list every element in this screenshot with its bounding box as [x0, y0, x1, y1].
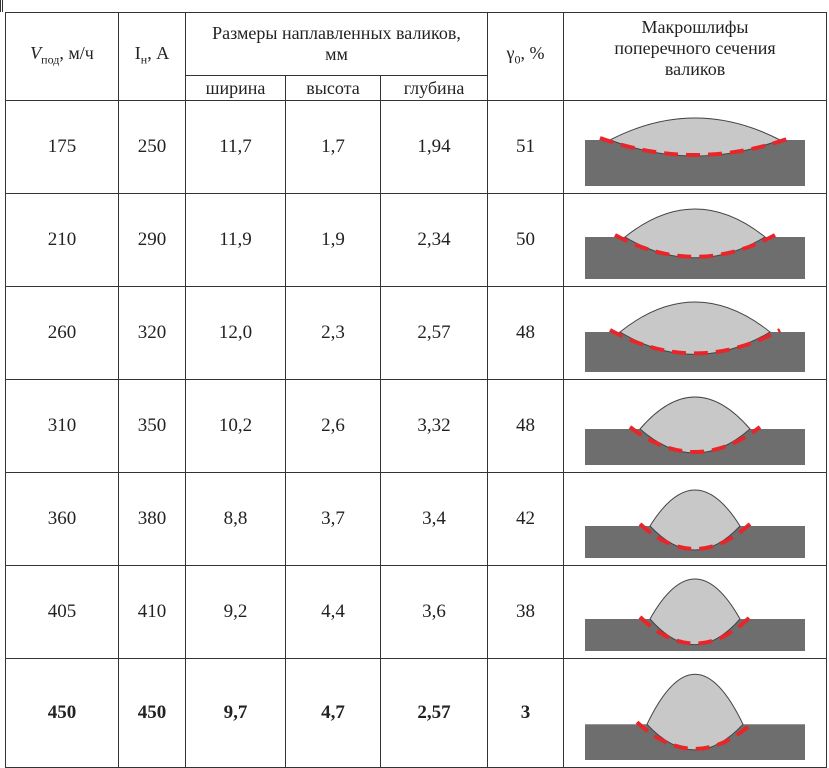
table-cell: 310	[6, 380, 119, 473]
table-cell: 2,34	[381, 194, 488, 287]
unit: , А	[147, 43, 169, 63]
table-cell: 250	[119, 101, 186, 194]
table-cell: 1,9	[286, 194, 381, 287]
header-row: Vпод, м/ч Iн, А Размеры наплавленных вал…	[6, 13, 827, 76]
subheader-cell: глубина	[381, 76, 488, 101]
table-cell: 11,7	[186, 101, 286, 194]
table-cell: 3,4	[381, 473, 488, 566]
table-cell: 2,3	[286, 287, 381, 380]
header-cell: Размеры наплавленных валиков, мм	[186, 13, 488, 76]
table-cell: 1,7	[286, 101, 381, 194]
symbol: γ	[507, 43, 515, 63]
table-cell: 50	[488, 194, 564, 287]
table-cell: 1,94	[381, 101, 488, 194]
table-cell: 3,32	[381, 380, 488, 473]
macrosection	[585, 474, 805, 558]
macrosection	[585, 102, 805, 186]
subheader-cell: высота	[286, 76, 381, 101]
macrosection	[585, 567, 805, 651]
image-cell	[564, 659, 827, 768]
table-cell: 360	[6, 473, 119, 566]
table-cell: 3,6	[381, 566, 488, 659]
data-table: Vпод, м/ч Iн, А Размеры наплавленных вал…	[5, 12, 827, 768]
table-cell: 260	[6, 287, 119, 380]
table-cell: 2,57	[381, 287, 488, 380]
table-cell: 4,7	[286, 659, 381, 768]
table-cell: 2,57	[381, 659, 488, 768]
image-cell	[564, 287, 827, 380]
table-cell: 10,2	[186, 380, 286, 473]
table-cell: 350	[119, 380, 186, 473]
table-cell: 450	[119, 659, 186, 768]
table-cell: 9,2	[186, 566, 286, 659]
table-cell: 9,7	[186, 659, 286, 768]
macrosection	[585, 660, 805, 760]
table-cell: 450	[6, 659, 119, 768]
table-cell: 405	[6, 566, 119, 659]
table-cell: 48	[488, 287, 564, 380]
top-edge	[0, 0, 829, 12]
table-wrap: Vпод, м/ч Iн, А Размеры наплавленных вал…	[5, 12, 826, 768]
table-cell: 380	[119, 473, 186, 566]
table-cell: 11,9	[186, 194, 286, 287]
macrosection	[585, 288, 805, 372]
symbol: V	[30, 43, 41, 63]
subscript: под	[41, 52, 59, 66]
image-cell	[564, 380, 827, 473]
image-cell	[564, 194, 827, 287]
table-cell: 2,6	[286, 380, 381, 473]
table-cell: 3,7	[286, 473, 381, 566]
header-cell: Макрошлифы поперечного сечения валиков	[564, 13, 827, 101]
macrosection	[585, 381, 805, 465]
image-cell	[564, 473, 827, 566]
table-cell: 320	[119, 287, 186, 380]
table-cell: 51	[488, 101, 564, 194]
table-cell: 290	[119, 194, 186, 287]
table-cell: 38	[488, 566, 564, 659]
table-cell: 410	[119, 566, 186, 659]
macrosection	[585, 195, 805, 279]
page: Vпод, м/ч Iн, А Размеры наплавленных вал…	[0, 0, 829, 767]
image-cell	[564, 101, 827, 194]
table-cell: 42	[488, 473, 564, 566]
table-cell: 8,8	[186, 473, 286, 566]
table-cell: 4,4	[286, 566, 381, 659]
unit: , м/ч	[59, 43, 93, 63]
table-cell: 12,0	[186, 287, 286, 380]
table-body: Vпод, м/ч Iн, А Размеры наплавленных вал…	[6, 13, 827, 768]
table-cell: 3	[488, 659, 564, 768]
header-cell: Iн, А	[119, 13, 186, 101]
table-cell: 210	[6, 194, 119, 287]
subheader-cell: ширина	[186, 76, 286, 101]
table-cell: 48	[488, 380, 564, 473]
table-cell: 175	[6, 101, 119, 194]
header-cell: γ0, %	[488, 13, 564, 101]
header-cell: Vпод, м/ч	[6, 13, 119, 101]
image-cell	[564, 566, 827, 659]
unit: , %	[521, 43, 545, 63]
